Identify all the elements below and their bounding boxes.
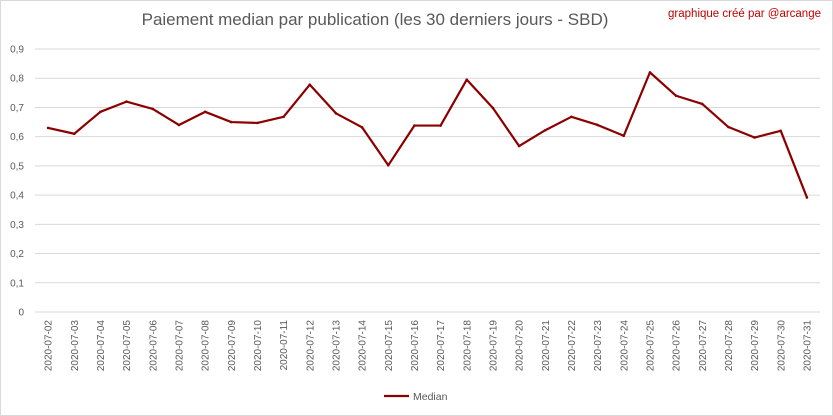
data-point — [753, 136, 756, 139]
data-point — [151, 107, 155, 111]
data-point — [203, 110, 207, 114]
x-tick-label: 2020-07-20 — [515, 320, 526, 372]
data-point — [517, 144, 521, 148]
y-tick-label: 0,9 — [10, 45, 24, 56]
data-point — [727, 125, 730, 129]
y-tick-label: 0,7 — [10, 103, 24, 114]
data-point — [72, 132, 76, 136]
data-point — [308, 83, 312, 86]
x-tick-label: 2020-07-13 — [331, 320, 342, 372]
x-tick-label: 2020-07-04 — [96, 320, 107, 372]
legend-label: Median — [413, 391, 448, 403]
data-point — [125, 100, 128, 103]
x-tick-label: 2020-07-14 — [358, 320, 369, 372]
x-tick-label: 2020-07-08 — [201, 320, 212, 372]
data-point — [779, 129, 783, 133]
x-tick-label: 2020-07-21 — [541, 320, 552, 372]
credit-label: graphique créé par @arcange — [668, 8, 821, 20]
y-tick-label: 0,8 — [10, 74, 24, 85]
x-tick-label: 2020-07-17 — [436, 320, 447, 372]
data-point — [334, 111, 338, 115]
data-point — [177, 123, 181, 127]
x-tick-label: 2020-07-02 — [44, 320, 55, 372]
x-tick-label: 2020-07-19 — [488, 320, 499, 372]
data-point — [256, 121, 259, 125]
data-point — [674, 94, 678, 98]
x-tick-label: 2020-07-05 — [122, 320, 133, 372]
x-tick-label: 2020-07-11 — [279, 320, 290, 371]
x-tick-label: 2020-07-10 — [253, 320, 264, 372]
y-tick-label: 0 — [18, 308, 24, 319]
y-tick-label: 0,6 — [10, 132, 24, 143]
x-tick-label: 2020-07-18 — [462, 320, 473, 372]
data-point — [596, 123, 599, 127]
x-tick-label: 2020-07-31 — [802, 320, 813, 372]
x-tick-label: 2020-07-12 — [305, 320, 316, 372]
data-point — [648, 71, 652, 74]
data-point — [99, 110, 102, 114]
y-axis-ticks: 0 0,1 0,2 0,3 0,4 0,5 0,6 0,7 0,8 0,9 — [10, 45, 24, 319]
data-point — [439, 124, 442, 127]
data-point — [491, 106, 495, 110]
x-tick-label: 2020-07-07 — [174, 320, 185, 372]
x-tick-label: 2020-07-23 — [593, 320, 604, 372]
gridlines — [35, 48, 820, 313]
y-tick-label: 0,5 — [10, 161, 24, 172]
data-point — [543, 128, 547, 132]
data-point — [465, 78, 469, 81]
x-tick-label: 2020-07-26 — [672, 320, 683, 372]
x-tick-label: 2020-07-25 — [645, 320, 656, 372]
data-point — [360, 126, 364, 129]
y-tick-label: 0,4 — [10, 191, 24, 202]
y-tick-label: 0,1 — [10, 278, 24, 289]
data-point — [282, 115, 285, 119]
x-tick-label: 2020-07-30 — [776, 320, 787, 372]
x-tick-label: 2020-07-28 — [724, 320, 735, 372]
x-tick-label: 2020-07-22 — [567, 320, 578, 372]
x-tick-label: 2020-07-27 — [698, 320, 709, 372]
legend: Median — [384, 391, 448, 403]
data-point — [46, 126, 50, 130]
chart-title: Paiement median par publication (les 30 … — [141, 10, 609, 29]
x-tick-label: 2020-07-03 — [70, 320, 81, 372]
y-tick-label: 0,3 — [10, 220, 24, 231]
series-layer — [46, 71, 809, 199]
x-axis-ticks: 2020-07-02 2020-07-03 2020-07-04 2020-07-05… — [44, 320, 814, 372]
x-tick-label: 2020-07-24 — [619, 320, 630, 372]
x-tick-label: 2020-07-16 — [410, 320, 421, 372]
y-tick-label: 0,2 — [10, 249, 24, 260]
x-tick-label: 2020-07-15 — [384, 320, 395, 372]
series-line-median — [47, 71, 808, 198]
x-tick-label: 2020-07-29 — [750, 320, 761, 372]
data-point — [229, 120, 233, 124]
x-tick-label: 2020-07-06 — [148, 320, 159, 372]
data-point — [622, 134, 626, 138]
data-point — [413, 124, 416, 127]
data-point — [700, 102, 704, 106]
data-point — [805, 196, 809, 199]
data-point — [570, 115, 573, 119]
x-tick-label: 2020-07-09 — [227, 320, 238, 372]
data-point — [386, 164, 390, 167]
